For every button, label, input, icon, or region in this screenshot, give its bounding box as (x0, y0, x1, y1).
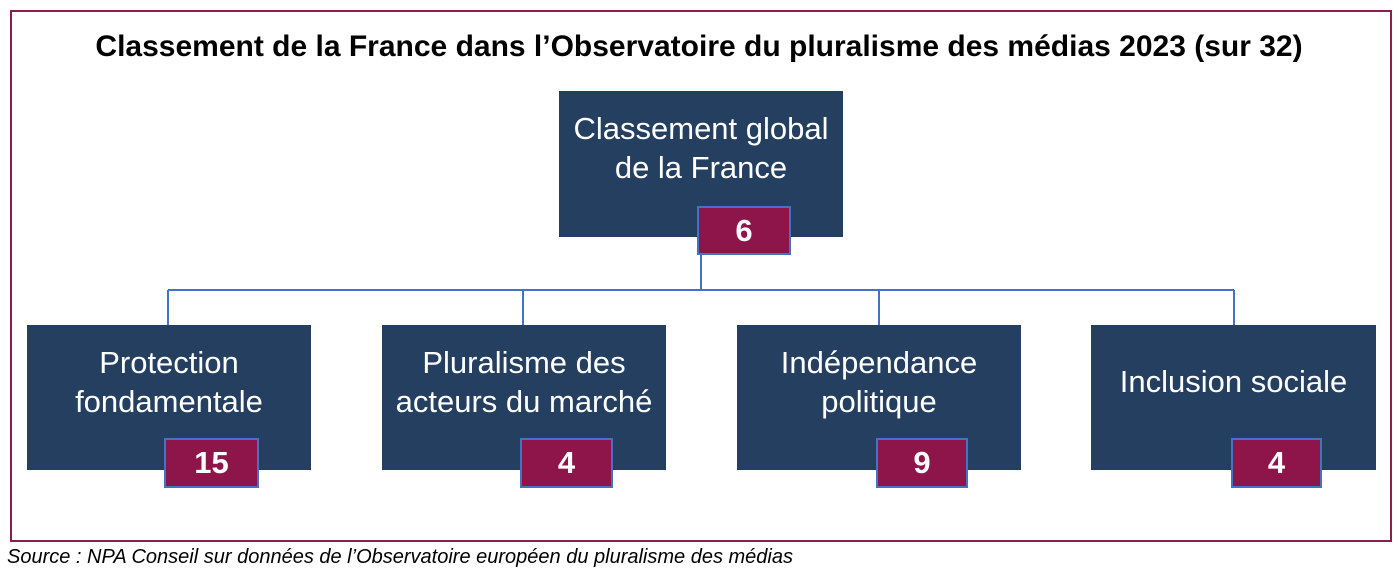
child-node-label: Indépendance politique (780, 344, 978, 419)
source-note: Source : NPA Conseil sur données de l’Ob… (7, 546, 793, 568)
diagram-title: Classement de la France dans l’Observato… (95, 30, 1303, 63)
child-rank-badge: 4 (520, 438, 613, 488)
child-rank-badge: 15 (164, 438, 259, 488)
child-node-label: Inclusion sociale (1119, 364, 1348, 400)
diagram-frame (10, 10, 1392, 542)
child-rank-badge: 4 (1231, 438, 1322, 488)
child-rank-badge: 9 (876, 438, 968, 488)
child-node-label: Protection fondamentale (75, 344, 263, 419)
root-node: Classement global de la France (559, 91, 843, 237)
child-node-label: Pluralisme des acteurs du marché (395, 344, 653, 419)
root-node-label: Classement global de la France (573, 111, 829, 185)
root-rank-badge: 6 (697, 206, 791, 255)
